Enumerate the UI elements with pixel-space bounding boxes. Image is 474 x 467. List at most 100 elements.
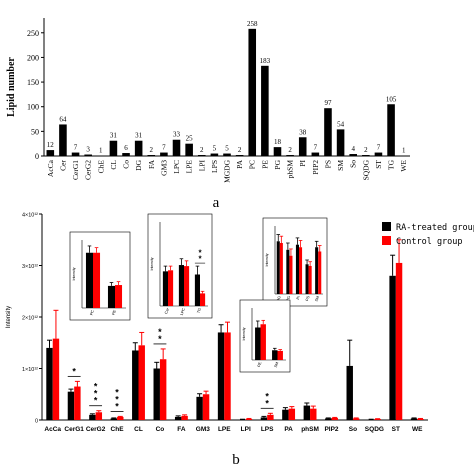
- inset-significance-mark: *: [198, 249, 202, 258]
- x-tick-label-b-so: So: [349, 426, 357, 433]
- y-axis-title: Lipid number: [6, 57, 17, 117]
- x-tick-label-b-co: Co: [156, 426, 165, 433]
- significance-mark-lps: *: [265, 398, 269, 408]
- inset-bar-cer-control: [168, 270, 174, 306]
- inset-chart-3: Intensity DG PG PI PS SM: [262, 217, 328, 307]
- bar-so: [349, 154, 357, 156]
- data-label-phsm: 2: [288, 146, 292, 154]
- bar-acca-control: [52, 338, 60, 420]
- inset-x-label-lpc: LPC: [180, 307, 186, 316]
- y-tick-label: 100: [27, 103, 39, 112]
- inset-bar-pe-ra-treated: [107, 285, 115, 308]
- x-tick-label-cer: Cer: [58, 160, 67, 171]
- legend-swatch-ra-treated: [382, 222, 391, 231]
- significance-mark-cerg2: *: [94, 396, 98, 406]
- x-tick-label-b-sqdg: SQDG: [365, 426, 384, 433]
- x-tick-label-pe: PE: [260, 160, 269, 169]
- x-tick-label-pc: PC: [248, 160, 257, 169]
- inset-x-label-ps: PS: [305, 295, 311, 302]
- data-label-fa: 2: [150, 146, 154, 154]
- inset-x-label-pe: PE: [257, 361, 263, 368]
- x-tick-label-b-cerg2: CerG2: [86, 426, 106, 433]
- inset-chart-4: Intensity PE SM: [239, 299, 291, 373]
- x-tick-label-lpc: LPC: [172, 160, 181, 174]
- bar-pip2: [311, 152, 320, 156]
- x-tick-label-b-cerg1: CerG1: [64, 426, 84, 433]
- data-label-pe: 183: [260, 57, 271, 65]
- bar-co-control: [159, 359, 167, 420]
- bar-phsm-ra-treated: [303, 405, 311, 420]
- data-label-mgdg: 5: [225, 145, 229, 153]
- inset-bar-tg-ra-treated: [194, 274, 200, 306]
- legend: RA-treated group Control group: [382, 222, 474, 247]
- bar-phsm-control: [310, 408, 317, 420]
- y-tick-label: 250: [27, 29, 39, 38]
- bar-fa-control: [181, 415, 188, 420]
- significance-mark-cerg2: *: [94, 382, 98, 392]
- inset-bar-ps-ra-treated: [305, 264, 309, 294]
- x-tick-label-cerg1: CerG1: [71, 160, 80, 180]
- inset-x-label-sm: SM: [314, 295, 320, 302]
- bar-cerg1: [71, 152, 80, 156]
- bar-pa-ra-treated: [282, 409, 289, 420]
- inset-bar-pe-control: [115, 285, 123, 308]
- data-label-dg: 31: [135, 132, 143, 140]
- bar-so-ra-treated: [346, 365, 353, 420]
- y-tick-label: 150: [27, 78, 39, 87]
- x-tick-label-phsm: phSM: [286, 160, 295, 179]
- bar-che-ra-treated: [110, 418, 118, 420]
- significance-mark-che: *: [115, 401, 119, 411]
- data-label-lpi: 2: [200, 146, 204, 154]
- data-label-cerg2: 3: [86, 146, 90, 154]
- y-tick-label: 200: [27, 53, 39, 62]
- legend-label-control: Control group: [396, 237, 463, 247]
- bar-lpe-ra-treated: [217, 332, 225, 420]
- x-tick-label-b-gm3: GM3: [196, 426, 210, 433]
- x-tick-label-pip2: PIP2: [311, 160, 320, 175]
- y-tick-label: 50: [31, 127, 39, 136]
- bar-so-control: [352, 418, 360, 420]
- bar-cerg1-ra-treated: [67, 391, 75, 420]
- x-tick-label-mgdg: MGDG: [223, 159, 232, 183]
- data-label-pip2: 7: [314, 144, 318, 152]
- data-label-gm3: 7: [162, 144, 166, 152]
- inset-y-title: Intensity: [72, 267, 76, 280]
- bar-gm3: [160, 152, 168, 156]
- significance-mark-cerg2: *: [94, 389, 98, 399]
- bar-lpi-control: [245, 418, 253, 420]
- bar-lpe-control: [224, 332, 231, 420]
- data-label-cl: 31: [110, 132, 118, 140]
- y-tick-label-b: 2×10¹²: [22, 316, 38, 322]
- bar-pip2-ra-treated: [325, 418, 332, 420]
- bar-lpi: [197, 155, 206, 156]
- inset-x-label-sm: SM: [274, 361, 280, 368]
- x-tick-label-lps: LPS: [210, 160, 219, 173]
- x-tick-label-dg: DG: [134, 159, 143, 170]
- x-tick-label-b-st: ST: [392, 426, 400, 433]
- bar-cl-control: [138, 345, 145, 420]
- inset-x-label-tg: TG: [196, 307, 202, 313]
- bar-cerg2-control: [95, 412, 103, 420]
- inset-x-label-pi: PI: [296, 295, 301, 300]
- bar-co-ra-treated: [153, 368, 160, 420]
- bar-lpi-ra-treated: [239, 419, 246, 420]
- y-tick-label: 0: [35, 152, 39, 161]
- data-label-sqdg: 2: [364, 146, 368, 154]
- inset-y-title: Intensity: [265, 253, 269, 266]
- bar-tg: [387, 104, 395, 156]
- bar-lps-ra-treated: [260, 417, 268, 420]
- x-tick-label-sm: SM: [336, 160, 345, 171]
- x-tick-label-cl: CL: [109, 160, 118, 170]
- data-label-co: 6: [124, 144, 128, 152]
- bar-pi: [298, 137, 307, 156]
- data-label-lpc: 33: [173, 131, 181, 139]
- inset-x-label-pe: PE: [111, 309, 117, 316]
- x-tick-label-gm3: GM3: [159, 160, 168, 176]
- significance-mark-co: *: [158, 327, 162, 337]
- bar-pip2-control: [331, 417, 338, 420]
- data-label-pc: 258: [247, 20, 258, 28]
- bar-acca-ra-treated: [46, 347, 53, 420]
- inset-bar-pi-ra-treated: [295, 244, 299, 294]
